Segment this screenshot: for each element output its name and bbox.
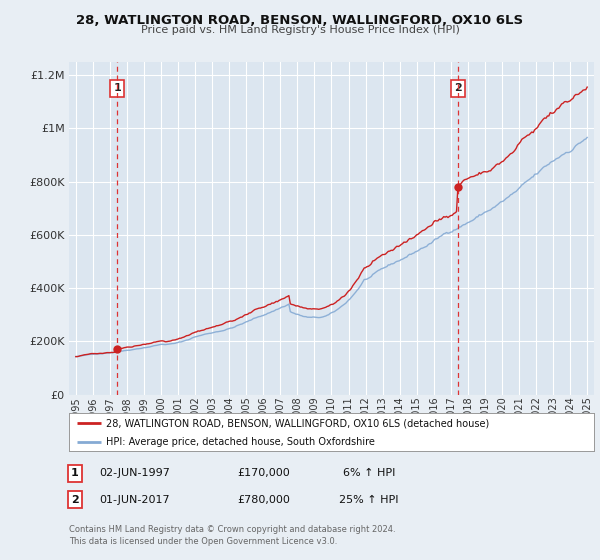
Text: 28, WATLINGTON ROAD, BENSON, WALLINGFORD, OX10 6LS: 28, WATLINGTON ROAD, BENSON, WALLINGFORD… [76,14,524,27]
Text: Contains HM Land Registry data © Crown copyright and database right 2024.
This d: Contains HM Land Registry data © Crown c… [69,525,395,546]
Text: 02-JUN-1997: 02-JUN-1997 [100,468,170,478]
Text: 01-JUN-2017: 01-JUN-2017 [100,494,170,505]
Text: 28, WATLINGTON ROAD, BENSON, WALLINGFORD, OX10 6LS (detached house): 28, WATLINGTON ROAD, BENSON, WALLINGFORD… [106,418,489,428]
Text: 1: 1 [71,468,79,478]
Text: 6% ↑ HPI: 6% ↑ HPI [343,468,395,478]
Text: £170,000: £170,000 [238,468,290,478]
Text: HPI: Average price, detached house, South Oxfordshire: HPI: Average price, detached house, Sout… [106,437,374,447]
Text: Price paid vs. HM Land Registry's House Price Index (HPI): Price paid vs. HM Land Registry's House … [140,25,460,35]
Text: 2: 2 [71,494,79,505]
Text: 2: 2 [454,83,462,94]
Text: 1: 1 [113,83,121,94]
Text: £780,000: £780,000 [238,494,290,505]
Text: 25% ↑ HPI: 25% ↑ HPI [339,494,399,505]
